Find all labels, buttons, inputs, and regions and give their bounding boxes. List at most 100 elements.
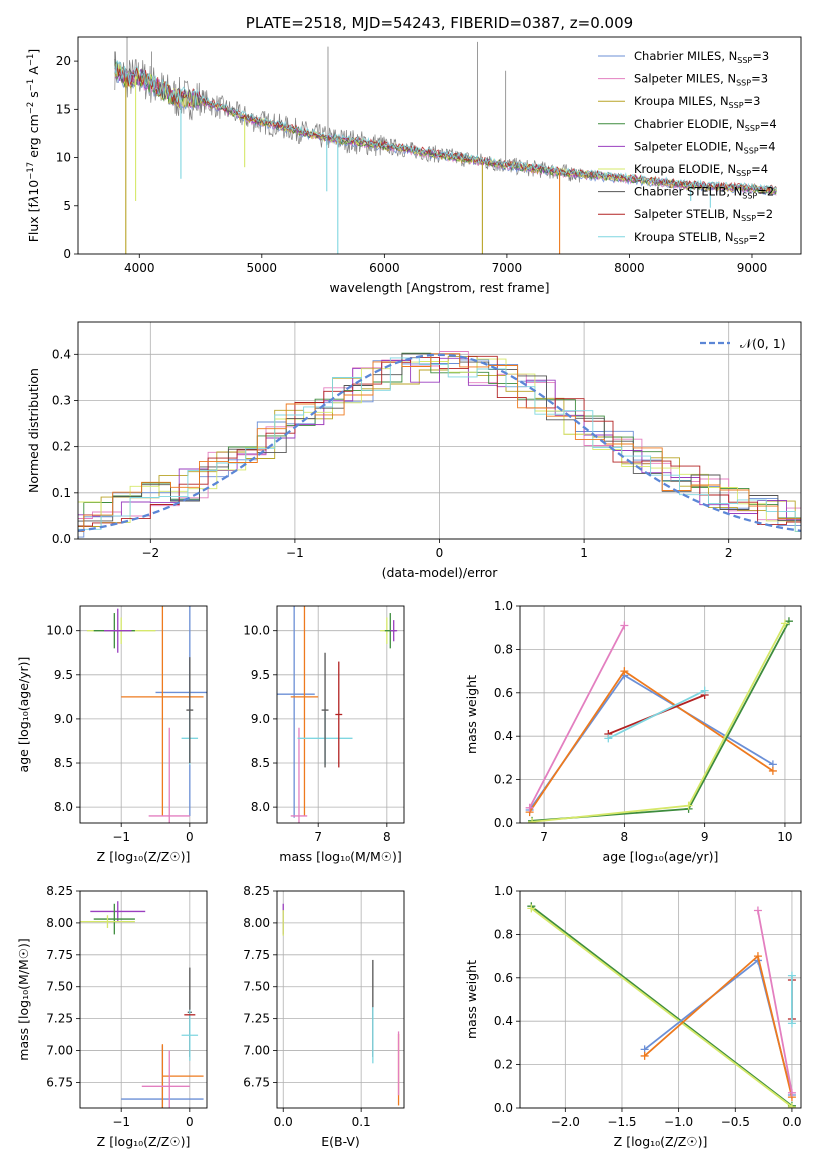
y-tick-label: 0.2 <box>494 773 513 787</box>
x-tick-label: 0.0 <box>274 1115 293 1129</box>
y-tick-label: 0.2 <box>494 1058 513 1072</box>
weight-line <box>531 620 790 822</box>
weight-marker <box>787 1088 796 1097</box>
weight-line <box>757 910 793 1093</box>
y-tick-label: 7.75 <box>243 948 270 962</box>
y-tick-label: 10.0 <box>243 624 270 638</box>
weight-line <box>528 674 774 811</box>
plot-area <box>282 903 400 1106</box>
residual-histogram <box>78 359 801 538</box>
weight-marker <box>787 1102 796 1108</box>
weight-marker <box>528 817 537 823</box>
panel-age_vs_Z_err: −1 0 8.0 8.5 9.0 9.5 10.0 Z [log₁₀(Z/Z☉)] age [l… <box>16 605 208 864</box>
y-tick-label: 0.4 <box>494 1014 513 1028</box>
chart-title: PLATE=2518, MJD=54243, FIBERID=0387, z=0… <box>246 14 633 32</box>
x-tick-label: 0 <box>436 546 444 560</box>
x-tick-label: 0 <box>186 830 194 844</box>
plot-area <box>78 351 801 538</box>
y-tick-label: 6.75 <box>46 1075 73 1089</box>
y-tick-label: 9.0 <box>54 712 73 726</box>
y-axis-label: age [log₁₀(age/yr)] <box>16 657 31 773</box>
x-tick-label: 2 <box>725 546 733 560</box>
weight-marker <box>640 1051 649 1060</box>
x-tick-label: 10 <box>777 830 792 844</box>
x-tick-label: 8 <box>621 830 629 844</box>
y-tick-label: 8.5 <box>54 756 73 770</box>
y-tick-label: 7.25 <box>243 1012 270 1026</box>
weight-marker <box>620 667 629 676</box>
y-tick-label: 6.75 <box>243 1075 270 1089</box>
weight-line <box>528 625 626 809</box>
x-axis-label: mass [log₁₀(M/M☉)] <box>279 849 401 864</box>
y-tick-label: 20 <box>56 54 71 68</box>
x-tick-label: −0.5 <box>721 1115 750 1129</box>
x-tick-label: 7000 <box>492 261 523 275</box>
legend-entry: Kroupa STELIB, NSSP=2 <box>634 230 765 246</box>
plot-area <box>114 37 777 254</box>
axes-frame <box>79 890 208 1109</box>
y-tick-label: 10.0 <box>46 624 73 638</box>
panel-weight_vs_Z: −2.0 −1.5 −1.0 −0.5 0.0 0.0 0.2 0.4 0.6 0.8 1.0 Z [… <box>464 884 801 1149</box>
model-spectrum-line <box>114 60 777 192</box>
weight-marker <box>780 619 789 628</box>
x-axis-label: wavelength [Angstrom, rest frame] <box>329 280 549 295</box>
y-tick-label: 0.1 <box>52 486 71 500</box>
residual-histogram <box>78 357 801 520</box>
weight-line <box>530 907 793 1108</box>
panel-age_vs_mass_err: 7 8 8.0 8.5 9.0 9.5 10.0 mass [log₁₀(M/M☉)] <box>243 605 405 864</box>
y-tick-label: 1.0 <box>494 884 513 898</box>
x-tick-label: 9000 <box>737 261 768 275</box>
y-axis-label: Normed distribution <box>26 368 41 493</box>
x-tick-label: 7 <box>314 830 322 844</box>
y-tick-label: 7.50 <box>243 980 270 994</box>
axes-frame <box>77 321 802 540</box>
residual-histogram <box>78 352 801 527</box>
y-tick-label: 8.00 <box>243 916 270 930</box>
y-tick-label: 7.00 <box>243 1044 270 1058</box>
weight-marker <box>787 1019 796 1028</box>
x-tick-label: −2.0 <box>551 1115 580 1129</box>
weight-line <box>531 622 786 823</box>
legend-entry: Salpeter ELODIE, NSSP=4 <box>634 139 776 155</box>
y-tick-label: 15 <box>56 102 71 116</box>
y-tick-label: 7.25 <box>46 1012 73 1026</box>
weight-marker <box>768 766 777 775</box>
residual-histogram <box>78 355 801 527</box>
y-tick-label: 8.5 <box>251 756 270 770</box>
y-tick-label: 7.50 <box>46 980 73 994</box>
axes-frame <box>276 605 405 824</box>
panel-weight_vs_age: 7 8 9 10 0.0 0.2 0.4 0.6 0.8 1.0 age [log₁₀(age/yr… <box>464 599 802 864</box>
plot-area <box>527 902 796 1108</box>
panel-spectrum: 4000 5000 6000 7000 8000 9000 0 5 10 15 20 Chabrier… <box>26 14 802 295</box>
y-tick-label: 8.25 <box>243 884 270 898</box>
x-axis-label: Z [log₁₀(Z/Z☉)] <box>97 849 191 864</box>
x-tick-label: 0.1 <box>352 1115 371 1129</box>
x-tick-label: 7 <box>540 830 548 844</box>
weight-marker <box>787 971 796 980</box>
weight-line <box>607 689 706 740</box>
axes-frame <box>77 36 802 255</box>
panel-mass_vs_EBV: 0.0 0.1 6.75 7.00 7.25 7.50 7.75 8.00 8.25 E(B-V) <box>243 884 405 1149</box>
y-axis-label: mass weight <box>464 675 479 754</box>
x-tick-label: 9 <box>701 830 709 844</box>
x-tick-label: −1.5 <box>607 1115 636 1129</box>
x-tick-label: 0 <box>186 1115 194 1129</box>
legend-entry: Salpeter MILES, NSSP=3 <box>634 72 768 88</box>
y-tick-label: 0.8 <box>494 927 513 941</box>
legend: Chabrier MILES, NSSP=3 Salpeter MILES, NS… <box>598 49 777 246</box>
y-axis-label: mass weight <box>464 960 479 1039</box>
panel-residuals: −2 −1 0 1 2 0.0 0.1 0.2 0.3 0.4 𝒩(0, 1) (data-model… <box>26 321 802 580</box>
axes-frame <box>79 605 208 824</box>
plot-area <box>277 606 398 823</box>
weight-marker <box>784 617 793 626</box>
y-axis-label: mass [log₁₀(M/M☉)] <box>16 938 31 1060</box>
x-tick-label: −1 <box>112 1115 130 1129</box>
y-tick-label: 0.2 <box>52 440 71 454</box>
weight-marker <box>684 801 693 810</box>
y-tick-label: 0.0 <box>494 1101 513 1115</box>
y-tick-label: 0.6 <box>494 971 513 985</box>
x-tick-label: −2 <box>141 546 159 560</box>
y-tick-label: 10 <box>56 151 71 165</box>
legend-entry: Chabrier ELODIE, NSSP=4 <box>634 117 777 133</box>
